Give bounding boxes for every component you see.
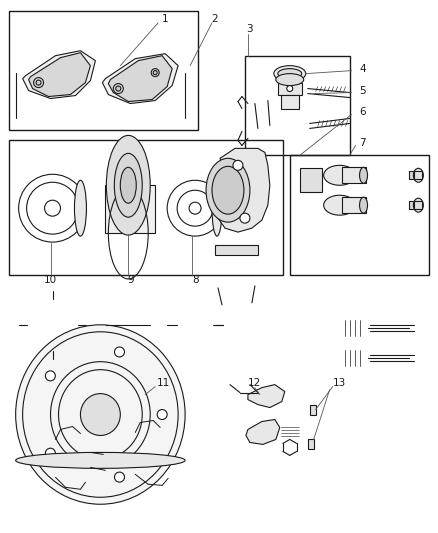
Bar	[342, 197, 366, 213]
Bar	[410, 171, 415, 179]
Bar	[410, 201, 415, 209]
Ellipse shape	[413, 168, 424, 182]
Text: 6: 6	[359, 108, 366, 117]
Text: 11: 11	[156, 378, 170, 387]
Polygon shape	[108, 55, 172, 101]
Text: 4: 4	[359, 63, 366, 74]
Text: 13: 13	[333, 378, 346, 387]
Bar	[9, 11, 198, 131]
Circle shape	[45, 200, 60, 216]
Ellipse shape	[278, 69, 302, 78]
Bar	[308, 439, 314, 449]
Bar	[245, 55, 350, 155]
Text: 3: 3	[247, 24, 253, 34]
Circle shape	[46, 371, 55, 381]
Ellipse shape	[274, 66, 306, 82]
Circle shape	[233, 160, 243, 171]
Ellipse shape	[16, 325, 185, 504]
Text: 1: 1	[162, 14, 169, 24]
Bar	[278, 83, 302, 94]
Ellipse shape	[276, 74, 304, 86]
Ellipse shape	[114, 154, 142, 217]
Circle shape	[36, 80, 41, 85]
Ellipse shape	[360, 197, 367, 213]
Circle shape	[157, 409, 167, 419]
Circle shape	[116, 86, 121, 91]
Polygon shape	[248, 385, 285, 408]
Bar	[342, 167, 366, 183]
Bar	[414, 171, 422, 179]
Ellipse shape	[206, 158, 250, 222]
Text: 12: 12	[248, 378, 261, 387]
Ellipse shape	[212, 180, 222, 236]
Ellipse shape	[106, 135, 150, 235]
Bar	[215, 245, 258, 255]
Bar	[106, 185, 155, 233]
Circle shape	[189, 202, 201, 214]
Bar	[290, 155, 429, 275]
Bar	[281, 94, 299, 109]
Circle shape	[240, 213, 250, 223]
Ellipse shape	[81, 393, 120, 435]
Ellipse shape	[212, 166, 244, 214]
Circle shape	[114, 347, 124, 357]
Text: 5: 5	[359, 86, 366, 95]
Circle shape	[46, 448, 55, 458]
Circle shape	[114, 472, 124, 482]
Polygon shape	[28, 53, 90, 96]
Bar	[414, 201, 422, 209]
Text: 8: 8	[192, 275, 198, 285]
Polygon shape	[23, 51, 95, 99]
Text: 9: 9	[127, 275, 134, 285]
Ellipse shape	[324, 165, 356, 185]
Ellipse shape	[120, 167, 136, 203]
Polygon shape	[246, 419, 280, 445]
Ellipse shape	[324, 195, 356, 215]
Bar	[300, 168, 321, 192]
Ellipse shape	[74, 180, 86, 236]
Polygon shape	[102, 54, 178, 103]
Ellipse shape	[360, 167, 367, 183]
Circle shape	[153, 71, 157, 75]
Ellipse shape	[413, 198, 424, 212]
Text: 10: 10	[44, 275, 57, 285]
Text: 7: 7	[359, 139, 366, 148]
Text: 2: 2	[212, 14, 218, 24]
Ellipse shape	[16, 453, 185, 469]
Bar	[310, 405, 316, 415]
Circle shape	[287, 86, 293, 92]
Bar	[9, 140, 283, 275]
Polygon shape	[215, 148, 270, 232]
